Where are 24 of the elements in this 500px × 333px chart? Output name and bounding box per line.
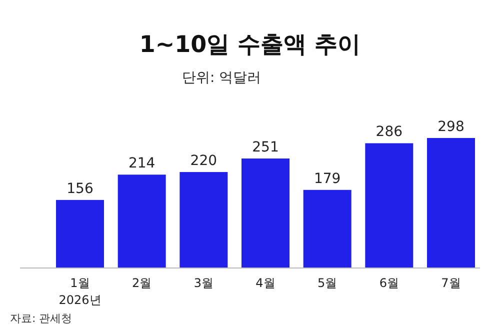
data-label: 286 <box>376 124 403 140</box>
bar <box>180 172 228 268</box>
x-tick-label: 3월 <box>194 276 214 290</box>
data-label: 220 <box>190 153 218 170</box>
x-tick-label: 6월 <box>379 276 399 290</box>
data-label: 251 <box>252 140 279 156</box>
data-label: 179 <box>314 170 341 187</box>
x-tick-label: 2월 <box>132 276 152 290</box>
bar <box>303 190 352 268</box>
bar <box>118 174 166 268</box>
chart-subtitle: 단위: 억달러 <box>182 70 262 86</box>
bar <box>427 138 475 268</box>
data-label: 214 <box>128 156 156 172</box>
x-tick-label: 5월 <box>318 276 338 290</box>
data-label: 156 <box>66 180 94 197</box>
chart-title: 1~10일 수출액 추이 <box>139 32 361 58</box>
text: 자료: 관세청 <box>10 312 72 325</box>
x-tick-label: 7월 <box>441 276 461 290</box>
bar <box>56 200 104 268</box>
x-tick-label: 1월 2026년 <box>58 276 102 307</box>
x-tick-label: 4월 <box>256 276 276 290</box>
data-label: 298 <box>438 119 464 135</box>
bar <box>365 143 414 268</box>
bar <box>242 158 290 268</box>
